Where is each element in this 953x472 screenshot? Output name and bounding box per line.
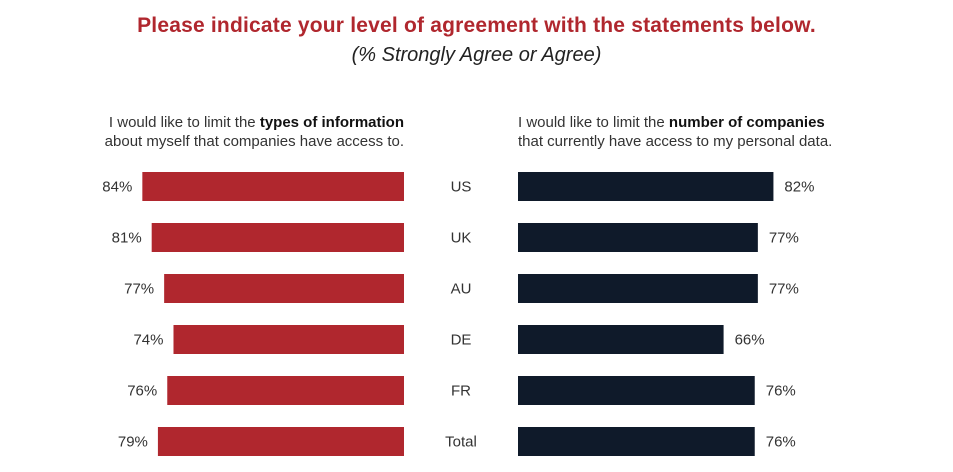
left-bar-de	[173, 325, 404, 354]
left-label-bold: types of information	[259, 114, 404, 131]
left-value-label-de: 74%	[133, 332, 163, 349]
left-value-label-uk: 81%	[112, 230, 142, 247]
right-value-label-au: 77%	[769, 281, 799, 298]
left-bar-total	[157, 427, 404, 456]
right-value-label-total: 76%	[766, 434, 796, 451]
category-label-us: US	[451, 179, 472, 196]
left-panel-label: I would like to limit the types of infor…	[30, 113, 404, 151]
right-bar-au	[518, 274, 758, 303]
chart-subtitle: (% Strongly Agree or Agree)	[351, 44, 602, 66]
category-label-au: AU	[451, 281, 472, 298]
right-bar-us	[518, 172, 774, 201]
right-value-label-de: 66%	[735, 332, 765, 349]
left-value-label-fr: 76%	[127, 383, 157, 400]
right-label-bold: number of companies	[668, 114, 825, 131]
left-value-label-au: 77%	[124, 281, 154, 298]
left-value-label-total: 79%	[118, 434, 148, 451]
left-bar-au	[164, 274, 404, 303]
right-label-pre: I would like to limit the	[518, 114, 669, 131]
category-label-total: Total	[445, 434, 477, 451]
category-label-uk: UK	[451, 230, 472, 247]
right-value-label-uk: 77%	[769, 230, 799, 247]
left-bar-us	[142, 172, 404, 201]
left-value-label-us: 84%	[102, 179, 132, 196]
right-label-post: that currently have access to my persona…	[518, 133, 833, 150]
right-bar-total	[518, 427, 755, 456]
left-bar-uk	[151, 223, 404, 252]
right-bar-de	[518, 325, 724, 354]
chart-title: Please indicate your level of agreement …	[137, 14, 816, 37]
right-bar-uk	[518, 223, 758, 252]
right-value-label-fr: 76%	[766, 383, 796, 400]
left-bar-fr	[167, 376, 404, 405]
right-panel-label: I would like to limit the number of comp…	[518, 113, 918, 151]
left-label-pre: I would like to limit the	[108, 114, 260, 131]
left-label-post: about myself that companies have access …	[104, 133, 404, 150]
category-label-fr: FR	[451, 383, 471, 400]
right-bar-fr	[518, 376, 755, 405]
right-value-label-us: 82%	[784, 179, 814, 196]
category-label-de: DE	[451, 332, 472, 349]
